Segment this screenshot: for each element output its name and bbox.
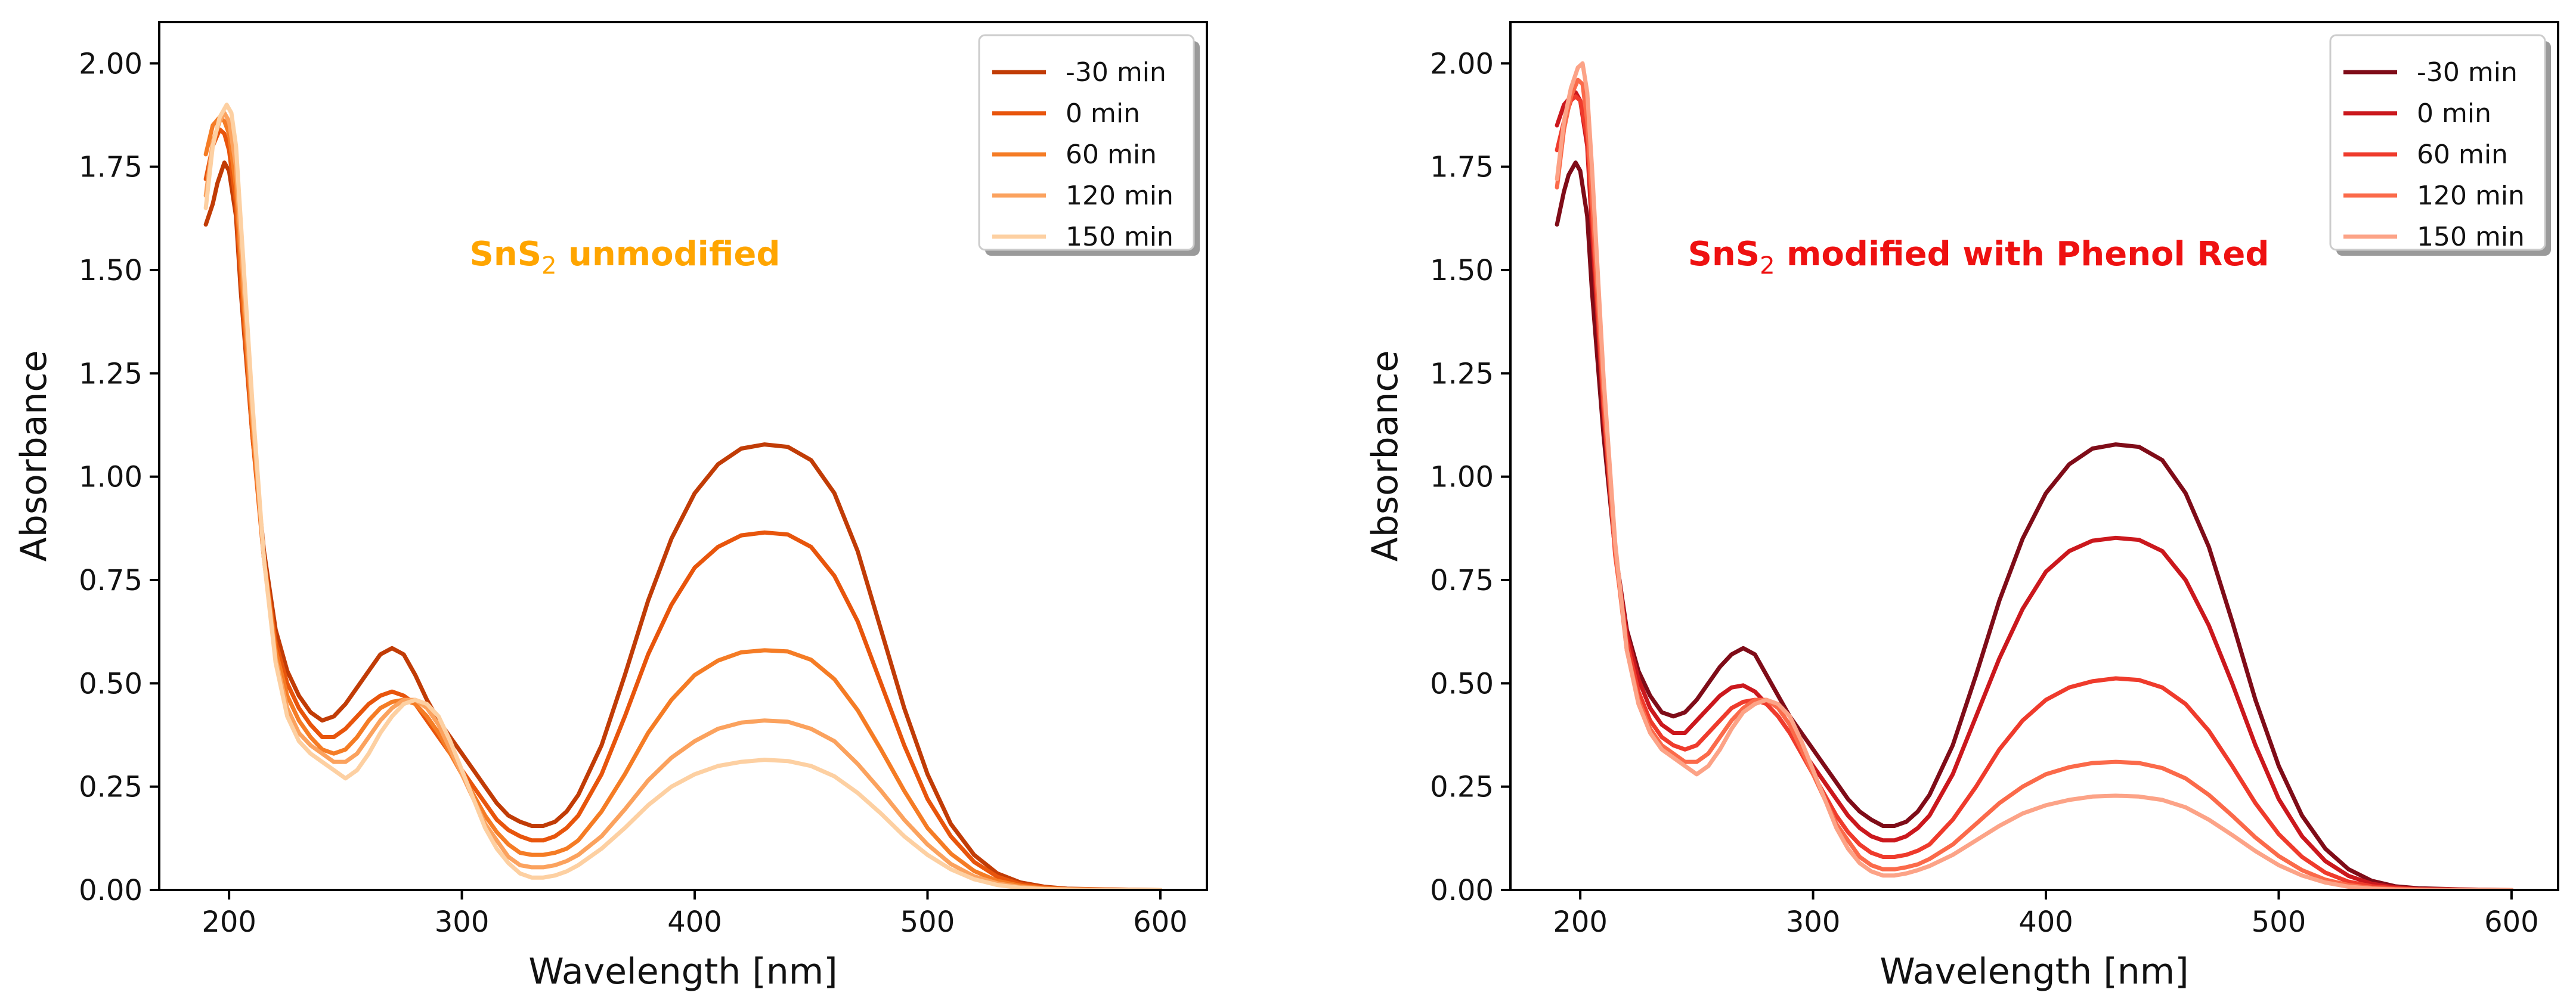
series-group <box>1555 61 2514 890</box>
y-tick-label: 1.00 <box>1430 461 1494 494</box>
chart-title: SnS2 unmodified <box>470 235 781 280</box>
series-line-minus30min <box>203 160 1163 890</box>
legend-label: 60 min <box>2417 139 2508 170</box>
legend-label: -30 min <box>1066 57 1166 88</box>
legend-label: 150 min <box>2417 222 2525 252</box>
y-tick-label: 1.50 <box>79 254 143 287</box>
chart-title-main: SnS <box>470 235 542 274</box>
y-tick-label: 2.00 <box>1430 47 1494 80</box>
y-tick-label: 1.50 <box>1430 254 1494 287</box>
x-tick-label: 400 <box>2018 905 2073 939</box>
plot-frame <box>1509 21 2559 891</box>
chart-title-main: SnS <box>1688 235 1760 274</box>
legend: -30 min 0 min 60 min 120 min 150 min <box>978 34 1200 256</box>
x-tick-label: 600 <box>2484 905 2539 939</box>
y-tick-label: 0.25 <box>79 771 143 804</box>
y-axis-label: Absorbance <box>13 351 55 562</box>
y-tick-label: 0.75 <box>1430 564 1494 597</box>
y-tick-label: 0.50 <box>1430 667 1494 700</box>
legend-label: 120 min <box>1066 181 1174 211</box>
series-line-60min <box>203 115 1163 890</box>
y-tick-label: 0.25 <box>1430 771 1494 804</box>
x-tick-label: 400 <box>667 905 722 939</box>
chart-title-subscript: 2 <box>1760 252 1775 280</box>
legend-label: 0 min <box>1066 98 1140 129</box>
series-line-150min <box>203 103 1163 890</box>
x-tick-label: 500 <box>900 905 955 939</box>
x-tick-label: 500 <box>2252 905 2306 939</box>
chart-panel-1: 200 300 400 500 600 0.00 0.25 0.50 0.75 1.00 1.25 1… <box>13 21 1208 993</box>
series-line-0min <box>1555 90 2514 890</box>
y-tick-label: 0.00 <box>79 874 143 907</box>
x-axis-label: Wavelength [nm] <box>1880 951 2188 993</box>
legend-label: 120 min <box>2417 181 2525 211</box>
legend: -30 min 0 min 60 min 120 min 150 min <box>2329 34 2551 256</box>
legend-label: -30 min <box>2417 57 2518 88</box>
legend-label: 0 min <box>2417 98 2491 129</box>
x-tick-label: 200 <box>202 905 256 939</box>
x-tick-label: 300 <box>435 905 490 939</box>
chart-title-rest: modified with Phenol Red <box>1775 235 2270 274</box>
y-tick-label: 2.00 <box>79 47 143 80</box>
y-tick-label: 0.00 <box>1430 874 1494 907</box>
legend-label: 150 min <box>1066 222 1174 252</box>
x-axis-label: Wavelength [nm] <box>528 951 837 993</box>
y-tick-label: 0.50 <box>79 667 143 700</box>
y-tick-label: 0.75 <box>79 564 143 597</box>
y-tick-label: 1.25 <box>79 357 143 390</box>
y-tick-label: 1.00 <box>79 461 143 494</box>
chart-panel-2: 200 300 400 500 600 0.00 0.25 0.50 0.75 1.00 1.25 1… <box>1364 21 2559 993</box>
y-tick-label: 1.75 <box>79 151 143 184</box>
series-line-150min <box>1555 61 2514 890</box>
x-tick-label: 600 <box>1133 905 1188 939</box>
chart-title: SnS2 modified with Phenol Red <box>1688 235 2270 280</box>
x-tick-label: 300 <box>1786 905 1841 939</box>
plot-frame <box>158 21 1208 891</box>
x-tick-label: 200 <box>1553 905 1608 939</box>
legend-label: 60 min <box>1066 139 1157 170</box>
y-axis-label: Absorbance <box>1364 351 1406 562</box>
chart-title-subscript: 2 <box>541 252 556 280</box>
chart-title-rest: unmodified <box>557 235 781 274</box>
series-line-0min <box>203 127 1163 890</box>
series-group <box>203 103 1163 890</box>
y-tick-label: 1.75 <box>1430 151 1494 184</box>
y-tick-label: 1.25 <box>1430 357 1494 390</box>
